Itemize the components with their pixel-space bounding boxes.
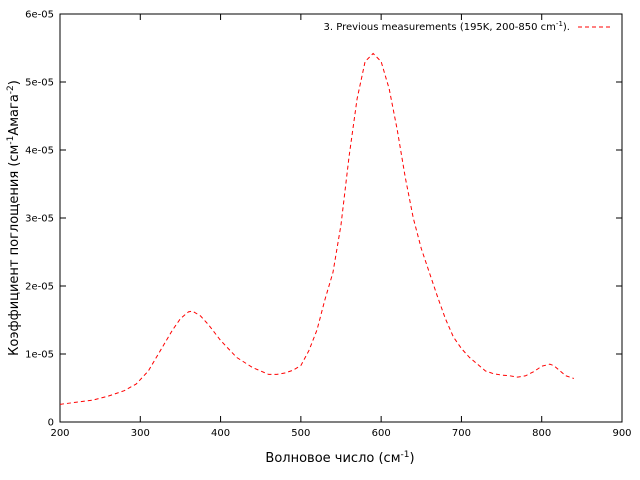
data-point [553, 365, 554, 366]
data-point [573, 378, 574, 379]
data-point [300, 365, 301, 366]
series-line [59, 52, 574, 405]
data-point [284, 372, 285, 373]
data-point [493, 373, 494, 374]
data-point [220, 340, 221, 341]
data-point [429, 272, 430, 273]
data-point [421, 248, 422, 249]
data-point [252, 367, 253, 368]
x-tick-label: 500 [291, 428, 310, 439]
data-point [485, 370, 486, 371]
data-point [413, 217, 414, 218]
x-tick-label: 200 [50, 428, 69, 439]
data-point [75, 402, 76, 403]
y-axis-label: Коэффициент поглощения (см-1Амага-2) [6, 80, 22, 356]
data-point [136, 383, 137, 384]
data-point [92, 400, 93, 401]
data-point [200, 315, 201, 316]
data-point [124, 390, 125, 391]
data-point [389, 88, 390, 89]
data-point [477, 364, 478, 365]
data-point [453, 336, 454, 337]
y-tick-label: 6e-05 [25, 10, 54, 21]
data-point [59, 404, 60, 405]
data-point [549, 364, 550, 365]
y-tick-label: 1e-05 [25, 350, 54, 361]
y-tick-label: 2e-05 [25, 282, 54, 293]
data-point [324, 299, 325, 300]
data-point [108, 396, 109, 397]
data-point [557, 368, 558, 369]
data-point [208, 324, 209, 325]
legend: 3. Previous measurements (195K, 200-850 … [324, 20, 612, 33]
data-point [236, 357, 237, 358]
data-point [268, 374, 269, 375]
data-point [332, 272, 333, 273]
y-tick-label: 4e-05 [25, 146, 54, 157]
data-point [437, 296, 438, 297]
axis-ticks: 200 300 400 500 600 700 800 900 0 1e-05 2e-05 3e-05… [25, 10, 631, 440]
data-point [525, 375, 526, 376]
data-point [445, 318, 446, 319]
data-point [405, 177, 406, 178]
y-tick-label: 5e-05 [25, 78, 54, 89]
data-point [533, 371, 534, 372]
data-point [192, 311, 193, 312]
data-point [501, 374, 502, 375]
x-tick-label: 400 [211, 428, 230, 439]
data-point [148, 370, 149, 371]
data-point [292, 370, 293, 371]
x-tick-label: 600 [372, 428, 391, 439]
data-point [180, 318, 181, 319]
data-point [348, 156, 349, 157]
data-point [517, 377, 518, 378]
x-tick-label: 800 [532, 428, 551, 439]
data-point [156, 357, 157, 358]
data-point [373, 53, 374, 54]
x-tick-label: 700 [452, 428, 471, 439]
data-point [188, 311, 189, 312]
x-tick-label: 900 [612, 428, 631, 439]
data-point [172, 330, 173, 331]
legend-label: 3. Previous measurements (195K, 200-850 … [324, 20, 571, 33]
y-tick-label: 0 [48, 418, 54, 429]
x-axis-label: Волновое число (см-1) [265, 450, 414, 466]
data-point [276, 374, 277, 375]
data-point [397, 129, 398, 130]
data-point [381, 61, 382, 62]
data-point [316, 330, 317, 331]
data-point [565, 375, 566, 376]
plot-frame [59, 13, 623, 423]
x-tick-label: 300 [131, 428, 150, 439]
data-point [469, 357, 470, 358]
y-tick-label: 3e-05 [25, 214, 54, 225]
data-point [356, 98, 357, 99]
data-point [541, 366, 542, 367]
data-point [509, 375, 510, 376]
data-point [340, 224, 341, 225]
data-point [308, 350, 309, 351]
data-point [164, 343, 165, 344]
data-point [461, 348, 462, 349]
data-point [364, 61, 365, 62]
series-layer [59, 52, 574, 405]
